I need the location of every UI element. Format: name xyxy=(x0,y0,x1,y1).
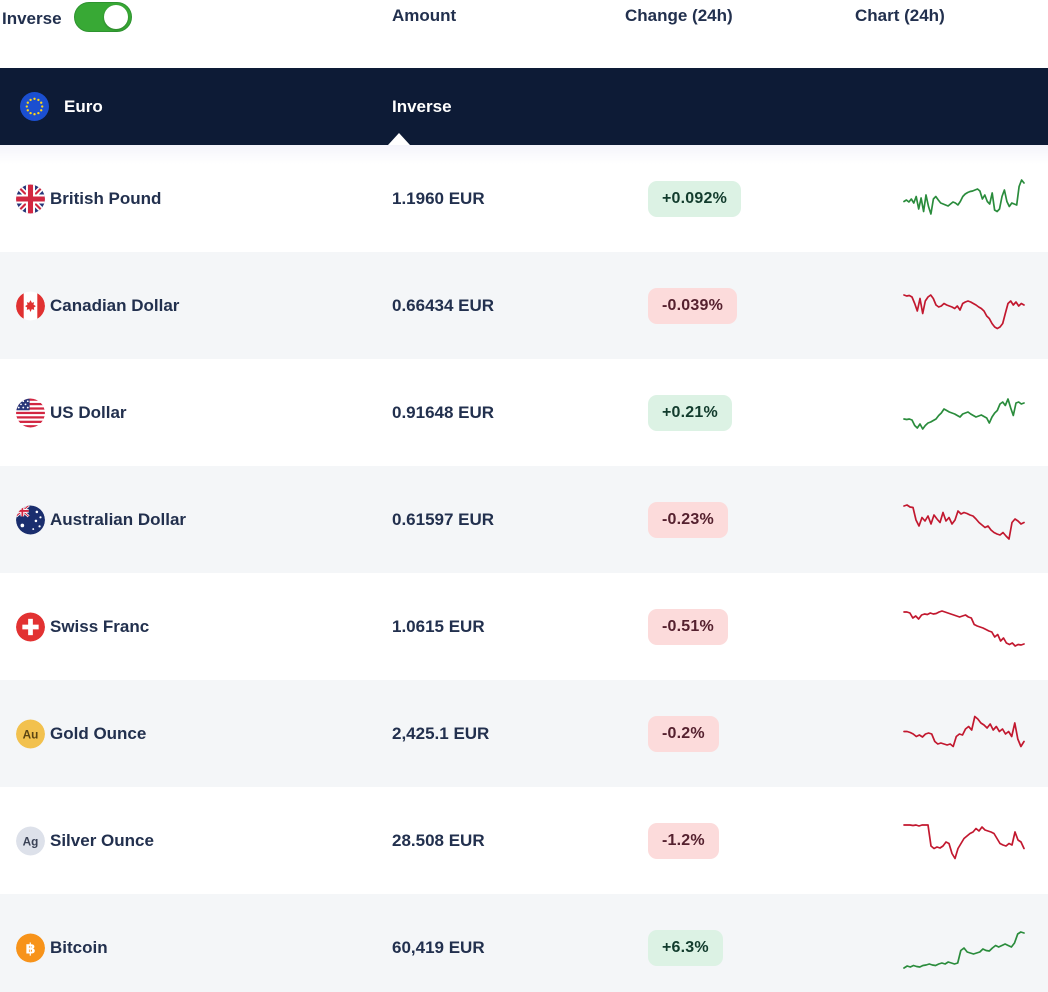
change-badge: +0.092% xyxy=(648,180,742,217)
xau-flag-icon: Au xyxy=(16,719,45,748)
change-badge: -1.2% xyxy=(648,822,719,859)
amount-value: 0.66434 EUR xyxy=(392,295,495,315)
caret-up-icon xyxy=(388,133,410,145)
aud-flag-icon xyxy=(16,505,45,534)
group-currency-name: Euro xyxy=(64,96,103,116)
column-header-amount: Amount xyxy=(392,6,457,25)
currency-name: Bitcoin xyxy=(50,937,108,957)
amount-value: 60,419 EUR xyxy=(392,937,485,957)
btc-flag-icon: ฿ xyxy=(16,933,45,962)
currency-name: British Pound xyxy=(50,188,162,208)
currency-row-xag[interactable]: Ag Silver Ounce 28.508 EUR -1.2% xyxy=(0,787,1048,894)
column-header-change: Change (24h) xyxy=(625,6,733,25)
currency-name: Canadian Dollar xyxy=(50,295,180,315)
inverse-toggle[interactable] xyxy=(73,2,132,32)
table-header-bar: Inverse Amount Change (24h) Chart (24h) xyxy=(0,0,1048,68)
amount-value: 28.508 EUR xyxy=(392,830,485,850)
xag-flag-icon: Ag xyxy=(16,826,45,855)
group-mode-label: Inverse xyxy=(392,96,452,116)
toggle-knob-icon xyxy=(103,5,128,29)
sparkline-chart xyxy=(900,705,1028,763)
currency-row-aud[interactable]: Australian Dollar 0.61597 EUR -0.23% xyxy=(0,466,1048,573)
change-badge: -0.23% xyxy=(648,501,728,538)
currency-row-xau[interactable]: Au Gold Ounce 2,425.1 EUR -0.2% xyxy=(0,680,1048,787)
sparkline-chart xyxy=(900,919,1028,977)
svg-text:Ag: Ag xyxy=(23,835,39,848)
change-badge: -0.2% xyxy=(648,715,719,752)
currency-row-btc[interactable]: ฿ Bitcoin 60,419 EUR +6.3% xyxy=(0,894,1048,992)
change-badge: +0.21% xyxy=(648,394,732,431)
change-badge: -0.039% xyxy=(648,287,737,324)
group-header-euro: Euro Inverse xyxy=(0,68,1048,145)
sparkline-chart xyxy=(900,812,1028,870)
euro-flag-icon xyxy=(20,92,49,126)
sparkline-chart xyxy=(900,598,1028,656)
currency-name: US Dollar xyxy=(50,402,127,422)
inverse-toggle-label: Inverse xyxy=(2,9,62,28)
currency-name: Silver Ounce xyxy=(50,830,154,850)
currency-row-usd[interactable]: US Dollar 0.91648 EUR +0.21% xyxy=(0,359,1048,466)
sparkline-chart xyxy=(900,491,1028,549)
amount-value: 0.61597 EUR xyxy=(392,509,495,529)
currency-name: Australian Dollar xyxy=(50,509,187,529)
currency-rows: British Pound 1.1960 EUR +0.092% Canadian … xyxy=(0,145,1048,992)
currency-row-chf[interactable]: Swiss Franc 1.0615 EUR -0.51% xyxy=(0,573,1048,680)
currency-name: Swiss Franc xyxy=(50,616,150,636)
usd-flag-icon xyxy=(16,398,45,427)
gbp-flag-icon xyxy=(16,184,45,213)
currency-row-gbp[interactable]: British Pound 1.1960 EUR +0.092% xyxy=(0,145,1048,252)
column-header-chart: Chart (24h) xyxy=(855,6,945,25)
amount-value: 2,425.1 EUR xyxy=(392,723,490,743)
sparkline-chart xyxy=(900,277,1028,335)
chf-flag-icon xyxy=(16,612,45,641)
amount-value: 0.91648 EUR xyxy=(392,402,495,422)
change-badge: -0.51% xyxy=(648,608,728,645)
cad-flag-icon xyxy=(16,291,45,320)
amount-value: 1.0615 EUR xyxy=(392,616,485,636)
sparkline-chart xyxy=(900,384,1028,442)
svg-text:Au: Au xyxy=(23,728,39,741)
currency-name: Gold Ounce xyxy=(50,723,147,743)
amount-value: 1.1960 EUR xyxy=(392,188,485,208)
change-badge: +6.3% xyxy=(648,929,723,966)
inverse-control: Inverse xyxy=(2,2,132,32)
svg-text:฿: ฿ xyxy=(25,941,35,957)
currency-row-cad[interactable]: Canadian Dollar 0.66434 EUR -0.039% xyxy=(0,252,1048,359)
sparkline-chart xyxy=(900,170,1028,228)
